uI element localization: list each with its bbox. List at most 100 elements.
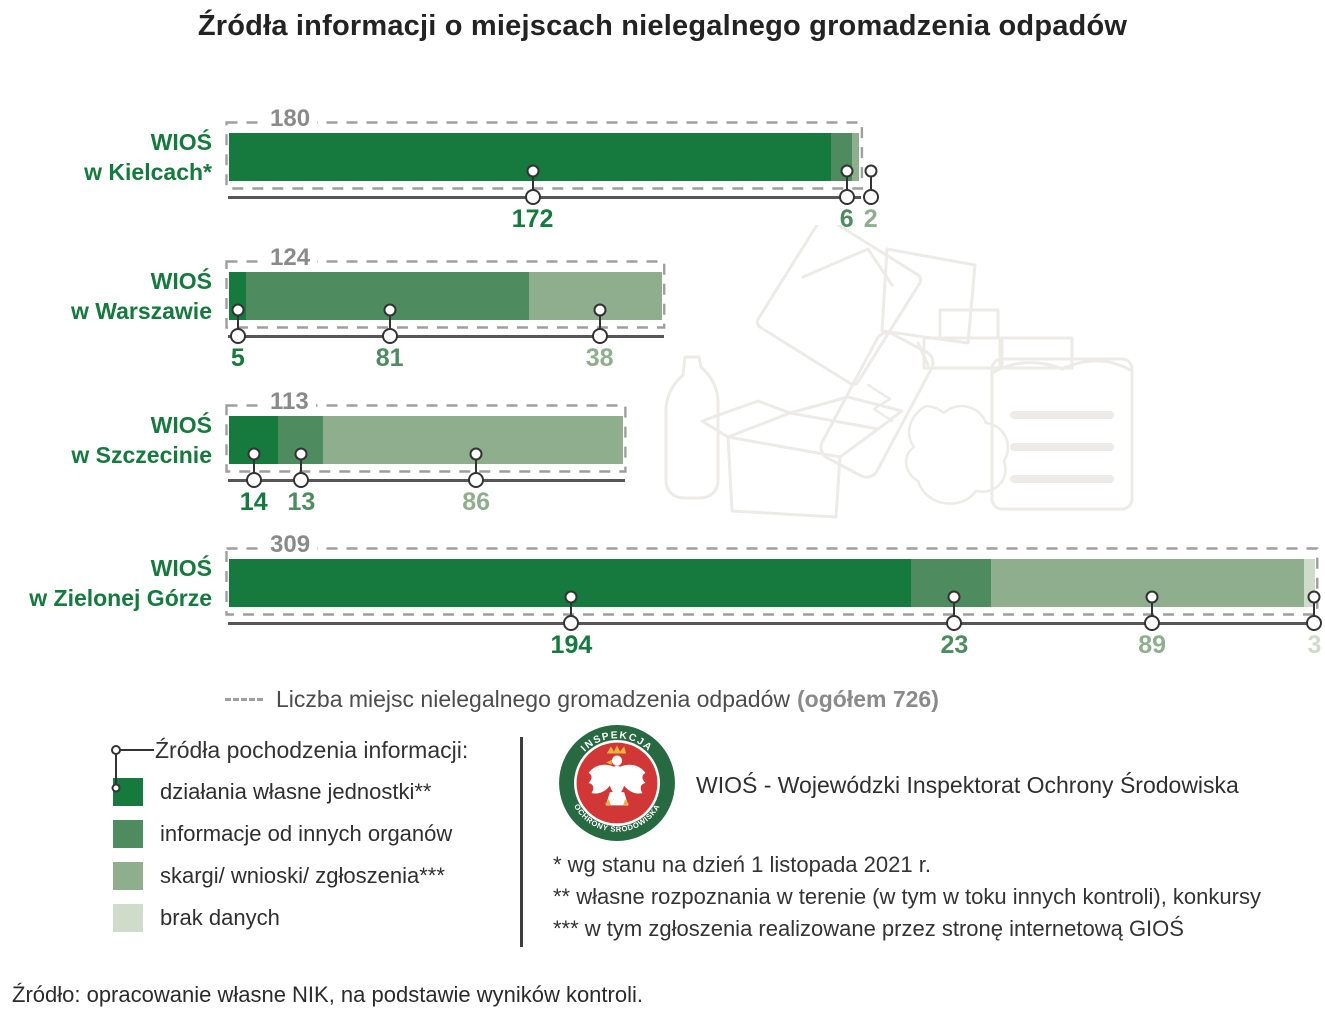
dashed-total-outline <box>225 404 627 473</box>
baseline-marker-circle <box>1306 615 1323 631</box>
segment-connector <box>531 171 534 198</box>
segment-connector <box>953 597 956 624</box>
legend-item: skargi/ wnioski/ zgłoszenia*** <box>113 862 445 890</box>
baseline-marker-circle <box>229 328 246 344</box>
segment-connector <box>236 310 239 337</box>
segment-value-label: 86 <box>462 488 490 516</box>
legend-item-label: informacje od innych organów <box>160 821 453 846</box>
stacked-bar <box>229 133 860 181</box>
segment-connector <box>252 454 255 481</box>
segment-marker-dot <box>947 590 961 604</box>
category-label-line: WIOŚ <box>150 129 212 155</box>
category-label-line: w Zielonej Górze <box>29 585 212 611</box>
total-legend-text: Liczba miejsc nielegalnego gromadzenia o… <box>276 686 790 712</box>
footnote-2: ** własne rozpoznania w terenie (w tym w… <box>553 884 1261 909</box>
segment-connector <box>570 597 573 624</box>
legend-header: Źródła pochodzenia informacji: <box>155 737 469 763</box>
segment-value-label: 172 <box>511 205 554 233</box>
legend-item: informacje od innych organów <box>113 820 452 848</box>
legend-item: działania własne jednostki** <box>113 778 432 806</box>
segment-connector <box>869 171 872 198</box>
legend-item-label: brak danych <box>160 905 280 930</box>
source-note: Źródło: opracowanie własne NIK, na podst… <box>12 982 643 1007</box>
baseline-marker-circle <box>563 615 580 631</box>
category-label-line: WIOŚ <box>150 268 212 294</box>
category-label: WIOŚ w Kielcach* <box>0 127 212 187</box>
baseline-marker-circle <box>946 615 963 631</box>
segment-connector <box>598 310 601 337</box>
segment-value-label: 38 <box>585 344 614 372</box>
legend-swatch <box>113 862 143 890</box>
segment-value-label: 3 <box>1307 631 1322 659</box>
total-legend-bold: (ogółem 726) <box>797 686 939 712</box>
segment-marker-dot <box>383 303 397 317</box>
footnote-3: *** w tym zgłoszenia realizowane przez s… <box>553 916 1184 941</box>
segment-value-label: 5 <box>230 344 245 372</box>
bar-baseline <box>228 196 862 199</box>
category-label: WIOŚ w Zielonej Górze <box>0 553 212 613</box>
baseline-marker-circle <box>381 328 398 344</box>
baseline-marker-circle <box>245 472 262 488</box>
segment-marker-dot <box>840 164 854 178</box>
segment-value-label: 2 <box>863 205 878 233</box>
bar-baseline <box>228 622 1317 625</box>
inspection-badge-logo: INSPEKCJA OCHRONY ŚRODOWISKA <box>559 725 675 841</box>
legend-item-label: działania własne jednostki** <box>160 779 432 804</box>
total-outline-legend: Liczba miejsc nielegalnego gromadzenia o… <box>225 686 939 713</box>
segment-connector <box>845 171 848 198</box>
segment-value-label: 89 <box>1138 631 1166 659</box>
wios-caption: WIOŚ - Wojewódzki Inspektorat Ochrony Śr… <box>696 772 1239 798</box>
dashed-total-outline <box>225 547 1319 616</box>
total-value-label: 113 <box>263 389 316 415</box>
segment-marker-dot <box>526 164 540 178</box>
segment-value-label: 194 <box>550 631 593 659</box>
footnote-1: * wg stanu na dzień 1 listopada 2021 r. <box>553 852 931 877</box>
segment-value-label: 13 <box>287 488 316 516</box>
category-label-line: WIOŚ <box>150 412 212 438</box>
segment-marker-dot <box>1307 590 1321 604</box>
total-value-label: 309 <box>263 532 318 558</box>
vertical-divider <box>520 737 523 947</box>
baseline-marker-circle <box>293 472 310 488</box>
segment-marker-dot <box>864 164 878 178</box>
segment-connector <box>1151 597 1154 624</box>
category-label-line: w Warszawie <box>70 298 212 324</box>
bar-segment <box>1304 559 1315 607</box>
segment-value-label: 81 <box>375 344 404 372</box>
category-label-line: w Kielcach* <box>84 159 212 185</box>
legend-swatch <box>113 820 143 848</box>
category-label: WIOŚ w Warszawie <box>0 266 212 326</box>
segment-marker-dot <box>294 447 308 461</box>
segment-value-label: 14 <box>239 488 268 516</box>
dashed-total-outline <box>225 260 666 329</box>
bar-baseline <box>228 335 664 338</box>
segment-connector <box>388 310 391 337</box>
legend-item: brak danych <box>113 904 280 932</box>
segment-marker-dot <box>231 303 245 317</box>
segment-marker-dot <box>593 303 607 317</box>
baseline-marker-circle <box>468 472 485 488</box>
baseline-marker-circle <box>862 189 879 205</box>
legend-swatch <box>113 904 143 932</box>
segment-connector <box>1313 597 1316 624</box>
page-title: Źródła informacji o miejscach nielegalne… <box>197 10 1128 42</box>
segment-value-label: 6 <box>839 205 854 233</box>
baseline-marker-circle <box>1144 615 1161 631</box>
segment-marker-dot <box>247 447 261 461</box>
baseline-marker-circle <box>838 189 855 205</box>
segment-connector <box>300 454 303 481</box>
total-value-label: 180 <box>263 106 318 132</box>
legend-callout-connector <box>111 745 154 793</box>
bar-baseline <box>228 479 625 482</box>
category-label: WIOŚ w Szczecinie <box>0 410 212 470</box>
segment-value-label: 23 <box>940 631 969 659</box>
legend-item-label: skargi/ wnioski/ zgłoszenia*** <box>160 863 445 888</box>
stacked-bar <box>229 416 623 464</box>
segment-marker-dot <box>469 447 483 461</box>
baseline-marker-circle <box>591 328 608 344</box>
baseline-marker-circle <box>524 189 541 205</box>
dashed-line-sample <box>225 698 263 701</box>
segment-marker-dot <box>1145 590 1159 604</box>
